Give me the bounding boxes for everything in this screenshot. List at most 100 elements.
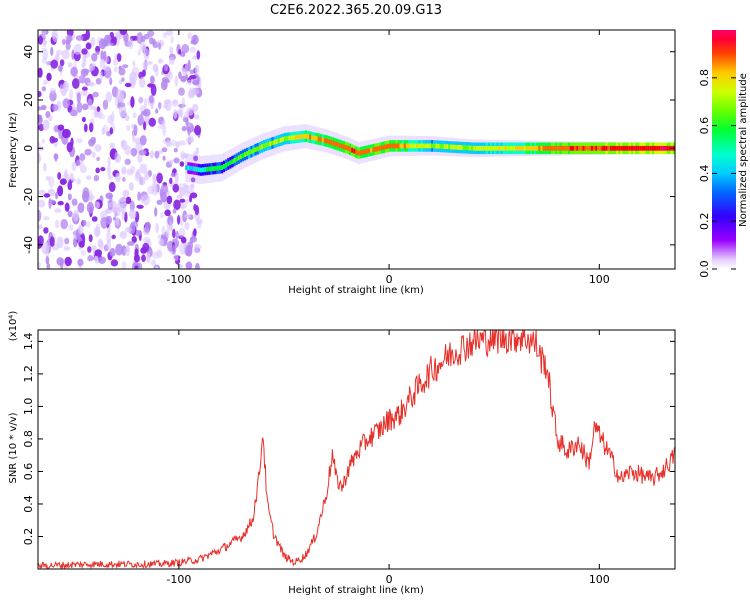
noise-blob [42, 30, 46, 39]
noise-blob [38, 153, 42, 164]
noise-blob [171, 244, 177, 255]
noise-blob [77, 161, 81, 166]
noise-blob [156, 172, 163, 184]
noise-blob [95, 223, 101, 236]
noise-blob [172, 228, 176, 239]
noise-blob [152, 41, 159, 49]
noise-blob [59, 84, 64, 94]
ridge-core [544, 145, 547, 151]
noise-blob [129, 200, 135, 212]
noise-blob [77, 202, 85, 214]
noise-blob [190, 184, 195, 194]
ridge-core [494, 145, 497, 151]
noise-blob [165, 30, 174, 36]
noise-blob [139, 41, 147, 52]
noise-blob [141, 254, 146, 262]
noise-blob [116, 88, 124, 101]
noise-blob [98, 113, 106, 120]
noise-blob [109, 77, 113, 86]
noise-blob [78, 240, 85, 248]
noise-blob [57, 201, 64, 206]
noise-blob [49, 236, 55, 247]
noise-blob [157, 124, 165, 130]
noise-blob [89, 122, 94, 133]
ridge-core [273, 139, 276, 145]
ridge-core [469, 145, 472, 151]
ridge-core [548, 145, 552, 151]
noise-blob [112, 58, 119, 66]
noise-blob [189, 236, 194, 245]
ridge-core [557, 145, 560, 151]
snr-panel: -100 0 100 0.2 0.4 0.6 0.8 1.0 1.2 1.4 Height of … [8, 311, 676, 596]
noise-blob [115, 217, 120, 226]
noise-blob [155, 222, 159, 234]
ridge-core [368, 148, 371, 154]
noise-blob [156, 249, 163, 259]
ridge-core [290, 135, 293, 141]
noise-blob [90, 36, 96, 47]
noise-blob [167, 71, 174, 81]
noise-blob [162, 155, 166, 161]
noise-blob [55, 49, 64, 56]
ridge-core [664, 145, 667, 151]
ridge-core [487, 145, 491, 151]
noise-blob [172, 208, 177, 214]
noise-blob [46, 72, 52, 82]
ridge-core [410, 143, 413, 149]
noise-blob [171, 139, 177, 147]
noise-blob [76, 101, 83, 113]
noise-blob [180, 203, 186, 210]
noise-blob [64, 202, 70, 212]
noise-blob [41, 47, 46, 53]
ridge-core [286, 136, 289, 141]
noise-blob [43, 227, 49, 234]
noise-blob [192, 80, 200, 86]
ridge-core [588, 145, 591, 151]
ridge-core [471, 145, 474, 151]
ridge-core [534, 145, 537, 151]
noise-blob [66, 142, 73, 153]
noise-blob [190, 177, 196, 183]
colorbar-ticks: 0.0 0.2 0.4 0.6 0.8 [698, 69, 736, 278]
noise-blob [102, 99, 109, 110]
noise-blob [124, 246, 131, 257]
noise-blob [128, 208, 137, 220]
noise-blob [146, 252, 151, 263]
ridge-core [359, 150, 362, 155]
noise-blob [38, 199, 46, 208]
ridge-core [479, 145, 482, 151]
ridge-core [538, 145, 541, 151]
ridge-core [336, 142, 339, 148]
ridge-core [485, 145, 488, 151]
noise-blob [86, 175, 92, 180]
noise-blob [40, 104, 47, 111]
noise-blob [91, 52, 98, 62]
ridge-core [275, 139, 278, 144]
ridge-core [609, 145, 612, 151]
ridge-core [218, 165, 221, 171]
ridge-core [622, 145, 625, 151]
noise-blob [137, 191, 141, 201]
ridge-core [294, 135, 297, 140]
ridge-core [281, 136, 285, 142]
ridge-core [323, 138, 327, 143]
noise-blob [41, 242, 50, 255]
noise-blob [72, 78, 80, 89]
ridge-core [529, 145, 533, 151]
noise-blob [41, 138, 45, 144]
ridge-core [355, 149, 358, 155]
colorbar-tick-label: 0.0 [698, 260, 711, 278]
ridge-core [405, 143, 409, 149]
ridge-core [527, 145, 530, 151]
noise-blob [137, 97, 144, 104]
ridge-core [582, 145, 585, 151]
ridge-core [511, 145, 514, 151]
noise-blob [180, 153, 189, 159]
noise-blob [64, 237, 70, 245]
ridge-core [298, 134, 301, 140]
noise-blob [57, 124, 65, 131]
noise-blob [45, 61, 50, 66]
noise-blob [82, 219, 87, 227]
noise-blob [196, 50, 201, 60]
noise-blob [42, 119, 50, 131]
